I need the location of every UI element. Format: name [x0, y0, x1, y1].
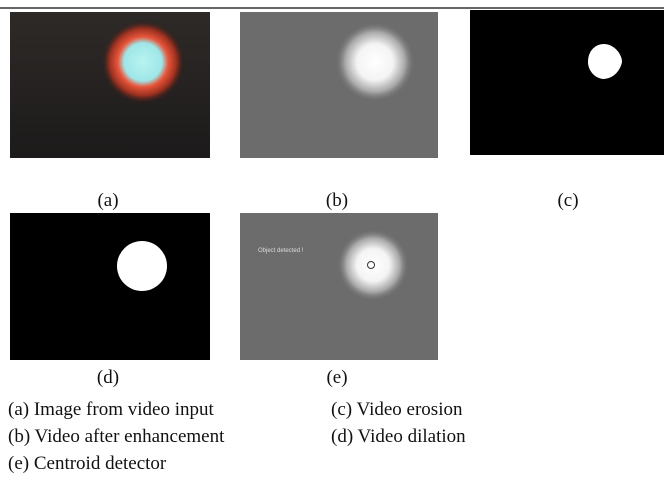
panel-e-image: Object detected ! — [240, 213, 438, 360]
panel-c-image — [470, 10, 664, 155]
panel-a-image — [10, 12, 210, 158]
panel-b-image — [240, 12, 438, 158]
panel-label: (b) — [326, 190, 348, 211]
panel-label: (e) — [326, 367, 347, 388]
caption-item: (b) Video after enhancement — [8, 426, 225, 447]
panel-label: (d) — [97, 367, 119, 388]
caption-item: (e) Centroid detector — [8, 453, 167, 474]
caption-item: (d) Video dilation — [331, 426, 466, 447]
figure: (a) (b) (c) Object detected ! (d) (e) (a… — [0, 0, 664, 480]
caption-item: (a) Image from video input — [8, 399, 214, 420]
panel-label: (a) — [97, 190, 118, 211]
panel-d-image — [10, 213, 210, 360]
caption-item: (c) Video erosion — [331, 399, 463, 420]
panel-label: (c) — [557, 190, 578, 211]
overlay-text: Object detected ! — [258, 248, 304, 254]
